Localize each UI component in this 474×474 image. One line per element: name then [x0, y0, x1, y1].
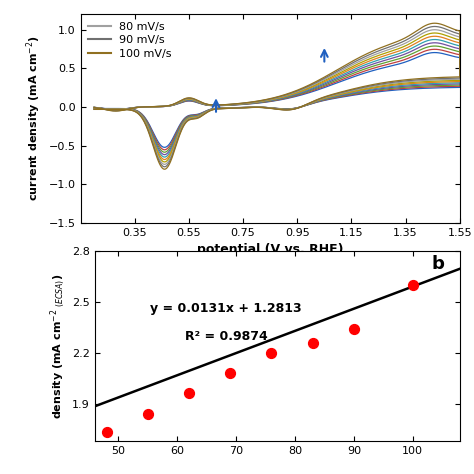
Point: [268, 349, 275, 356]
Y-axis label: density (mA cm$^{-2}$$_{\ (ECSA)}$): density (mA cm$^{-2}$$_{\ (ECSA)}$): [47, 273, 66, 419]
Point: [103, 428, 110, 436]
X-axis label: potential (V vs. RHE): potential (V vs. RHE): [197, 243, 344, 256]
Legend: 80 mV/s, 90 mV/s, 100 mV/s: 80 mV/s, 90 mV/s, 100 mV/s: [86, 20, 174, 61]
Text: R² = 0.9874: R² = 0.9874: [185, 330, 267, 343]
Point: [350, 325, 357, 333]
Point: [309, 339, 317, 346]
Point: [144, 410, 152, 418]
Text: b: b: [431, 255, 444, 273]
Y-axis label: current density (mA cm$^{-2}$): current density (mA cm$^{-2}$): [25, 36, 43, 201]
Point: [227, 369, 234, 377]
Text: y = 0.0131x + 1.2813: y = 0.0131x + 1.2813: [150, 302, 302, 315]
Point: [409, 281, 417, 289]
Point: [185, 390, 193, 397]
